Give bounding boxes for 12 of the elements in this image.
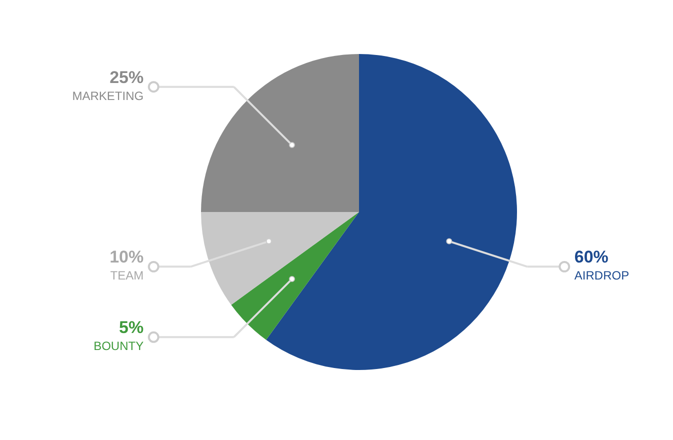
pie-slice (201, 212, 359, 305)
pie-slice (201, 54, 359, 212)
data-label: 10% (110, 248, 144, 267)
data-label: 25% (110, 68, 144, 87)
pie-slice (231, 212, 359, 340)
slice-label: BOUNTY (94, 339, 144, 354)
slice-label: AIRDROP (574, 268, 630, 283)
pie-slice (266, 54, 517, 370)
data-label: 60% (574, 248, 608, 267)
data-label: 5% (119, 318, 144, 338)
legend-label: TEAM (110, 268, 144, 283)
slice-label: MARKETING (72, 88, 144, 103)
